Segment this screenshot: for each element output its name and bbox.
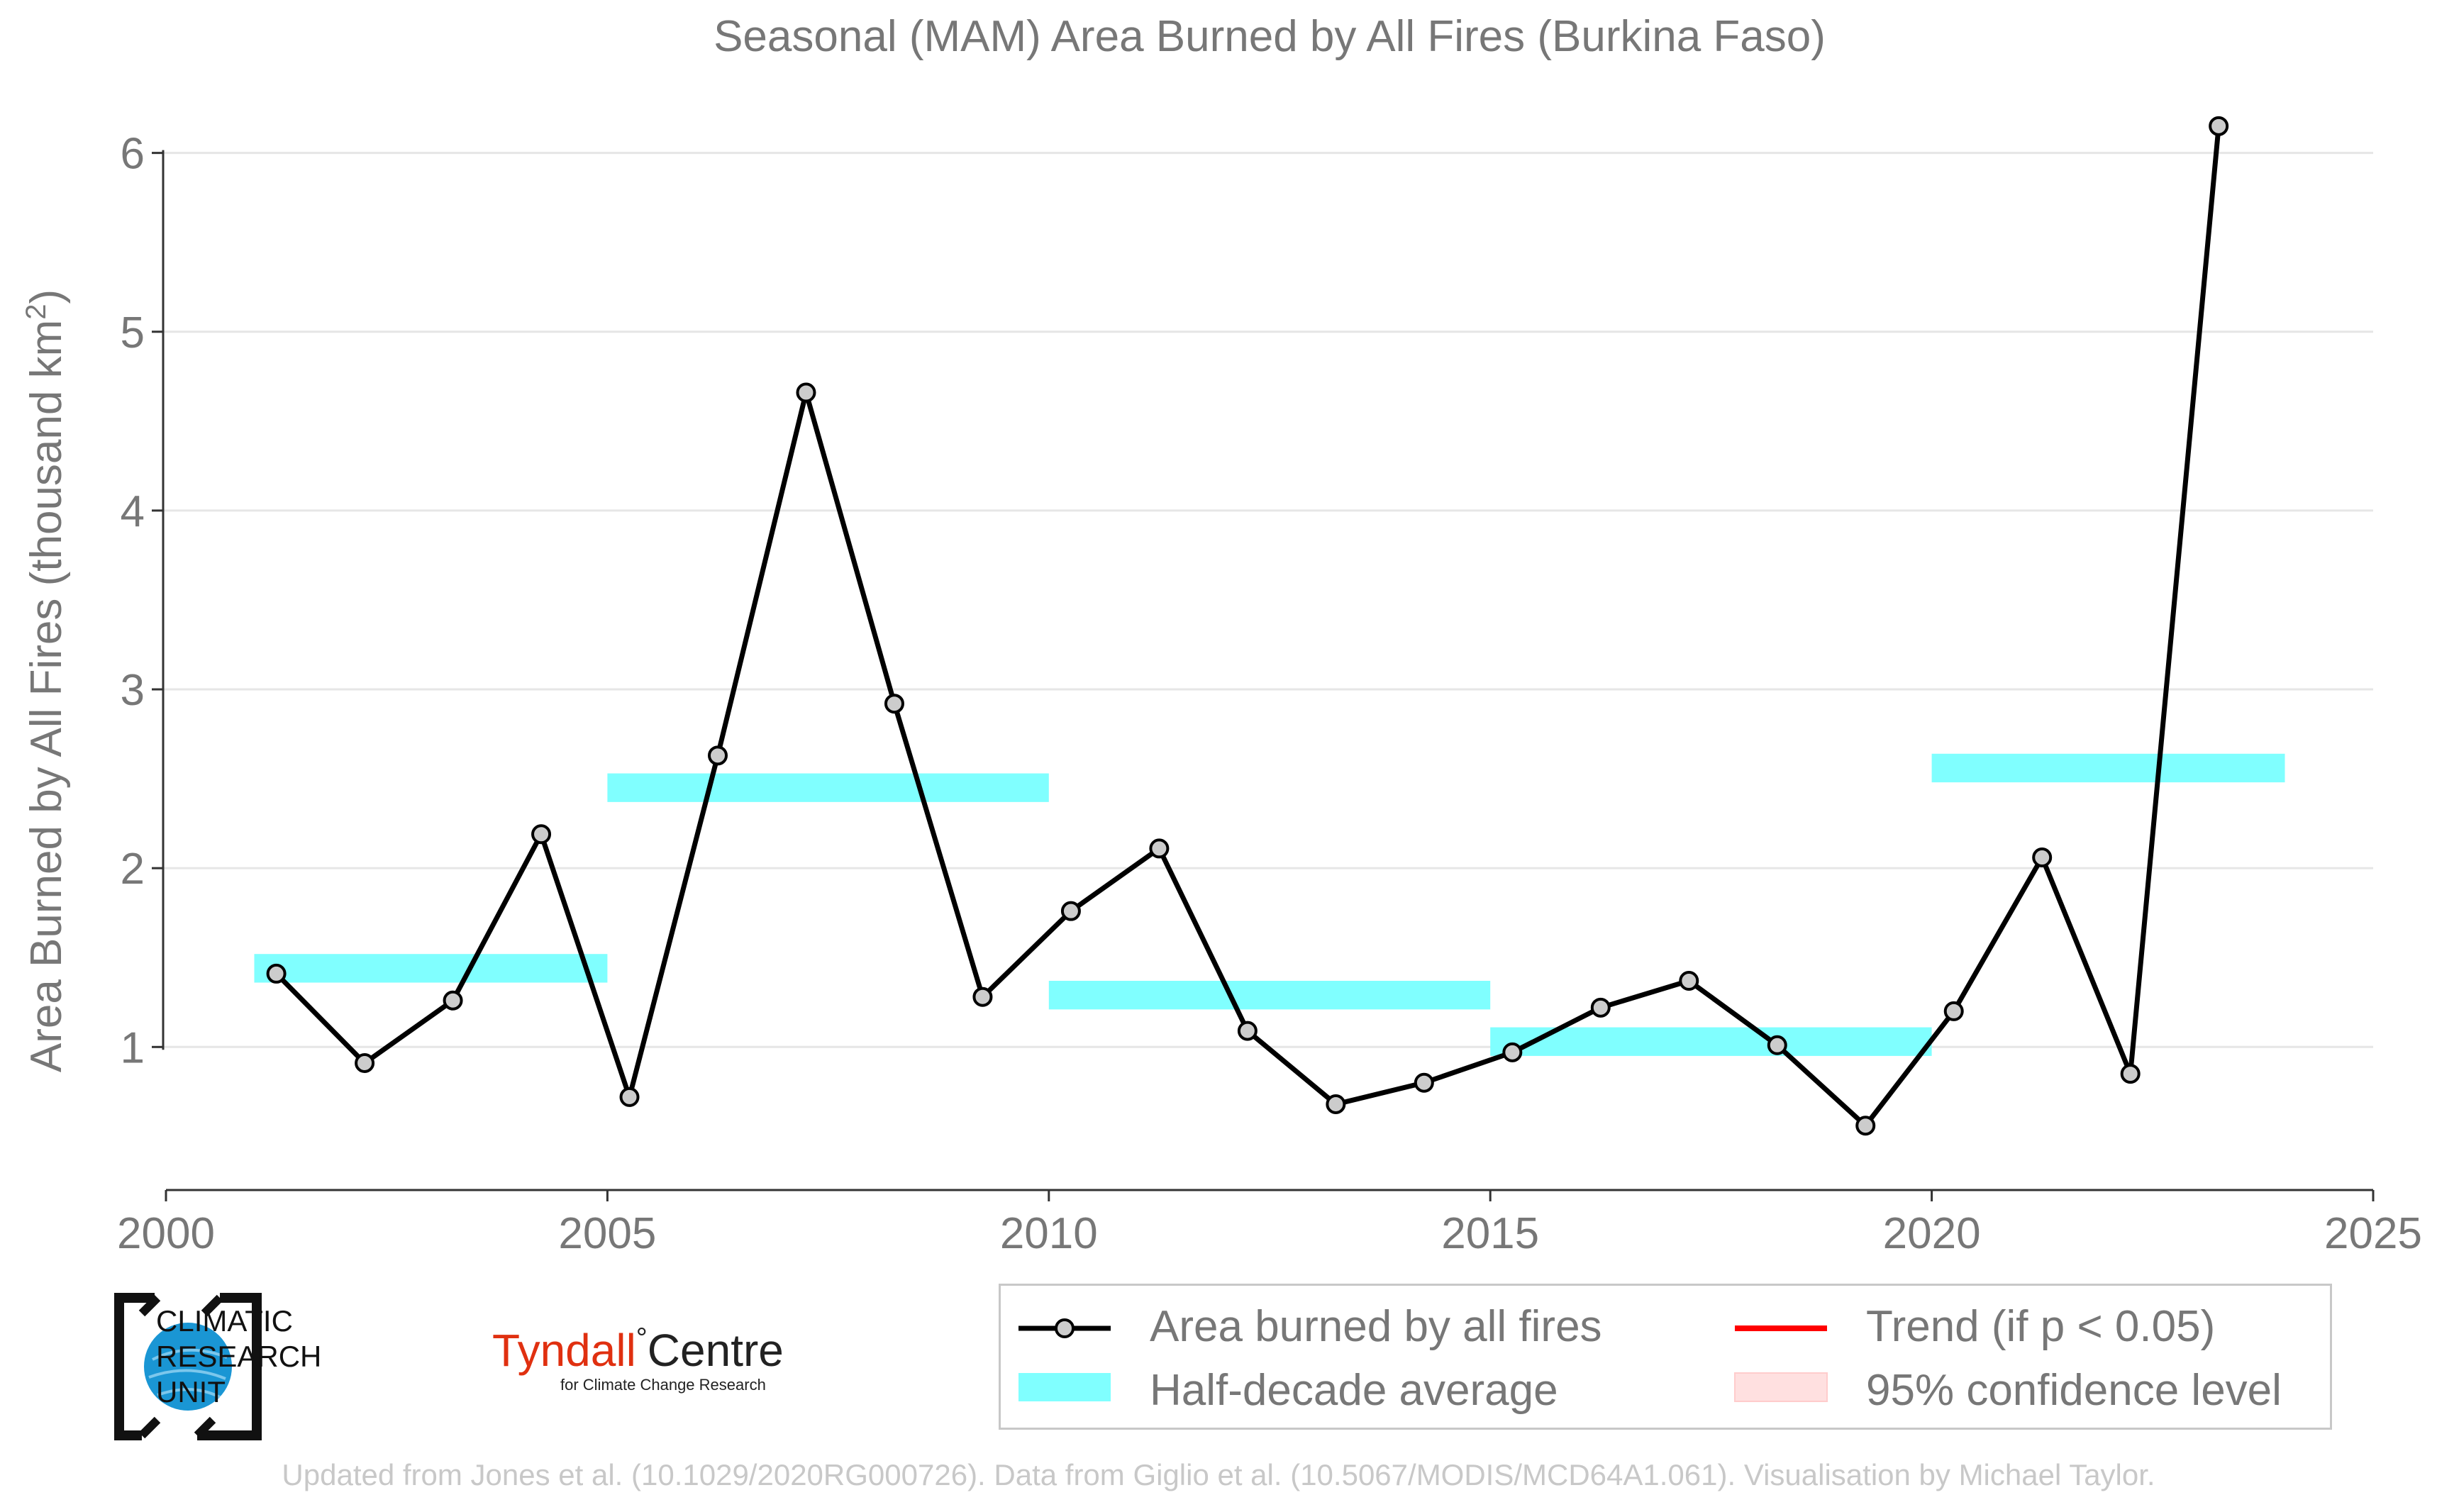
half-decade-bar-4 xyxy=(1490,1027,1932,1056)
half-decade-bar-2 xyxy=(607,773,1049,802)
data-point-2014 xyxy=(1414,1072,1434,1093)
data-point-2017 xyxy=(1679,971,1699,991)
cru-line-3: UNIT xyxy=(156,1375,226,1408)
x-tick-label-2005: 2005 xyxy=(558,1209,656,1258)
half-decade-bar-5 xyxy=(1931,753,2285,783)
series-points xyxy=(266,116,2229,1136)
grid-lines xyxy=(157,152,2373,1048)
data-point-2001 xyxy=(266,963,287,984)
data-point-2012 xyxy=(1237,1021,1258,1041)
data-point-2010 xyxy=(1060,901,1081,921)
data-point-2013 xyxy=(1326,1094,1346,1114)
y-tick-label-1: 1 xyxy=(121,1023,145,1072)
cru-logo xyxy=(114,1293,262,1440)
data-point-2021 xyxy=(2032,847,2053,868)
half-decade-bar-1 xyxy=(254,954,608,983)
data-point-2003 xyxy=(443,990,463,1011)
half-decade-bar-3 xyxy=(1048,981,1491,1010)
tyndall-centre: Centre xyxy=(647,1325,784,1376)
y-tick-label-6: 6 xyxy=(121,130,145,179)
data-point-2018 xyxy=(1767,1035,1787,1055)
legend-line-marker-icon xyxy=(1018,1318,1111,1338)
legend-label-area: Area burned by all fires xyxy=(1150,1302,1602,1351)
chart-title: Seasonal (MAM) Area Burned by All Fires … xyxy=(714,12,1826,61)
half-decade-bands xyxy=(254,753,2285,1056)
legend-label-confidence: 95% confidence level xyxy=(1866,1366,2282,1415)
axes: 1 2 3 4 5 6 2000 2005 2010 2015 2020 2025 xyxy=(117,130,2422,1258)
data-point-2007 xyxy=(796,382,816,403)
tyndall-subtitle: for Climate Change Research xyxy=(560,1376,766,1394)
cru-line-2: RESEARCH xyxy=(156,1340,322,1373)
data-point-2008 xyxy=(884,694,904,714)
cru-logo-text: CLIMATIC RESEARCH UNIT xyxy=(156,1303,321,1410)
footer-credits: Updated from Jones et al. (10.1029/2020R… xyxy=(282,1458,2155,1491)
x-tick-label-2025: 2025 xyxy=(2324,1209,2422,1258)
data-point-2019 xyxy=(1855,1116,1876,1136)
data-point-2005 xyxy=(619,1086,640,1107)
legend-label-half-decade: Half-decade average xyxy=(1150,1366,1558,1415)
data-point-2022 xyxy=(2120,1064,2141,1084)
data-point-2004 xyxy=(531,824,552,845)
data-point-2015 xyxy=(1502,1042,1523,1062)
cru-line-1: CLIMATIC xyxy=(156,1304,293,1338)
x-tick-label-2000: 2000 xyxy=(117,1209,215,1258)
data-point-2009 xyxy=(972,986,993,1007)
legend: Area burned by all fires Trend (if p < 0… xyxy=(999,1284,2332,1430)
y-tick-label-2: 2 xyxy=(121,845,145,894)
legend-confidence-icon xyxy=(1734,1372,1828,1402)
data-point-2020 xyxy=(1943,1001,1964,1021)
data-point-2016 xyxy=(1590,997,1611,1018)
legend-trend-icon xyxy=(1735,1325,1827,1331)
y-axis-label: Area Burned by All Fires (thousand km2) xyxy=(21,289,71,1072)
x-tick-label-2020: 2020 xyxy=(1883,1209,1981,1258)
legend-label-trend: Trend (if p < 0.05) xyxy=(1866,1302,2216,1351)
tyndall-logo: Tyndall°Centre xyxy=(492,1323,784,1376)
data-point-2011 xyxy=(1149,838,1170,859)
y-tick-label-3: 3 xyxy=(121,666,145,715)
data-point-2006 xyxy=(708,745,728,766)
data-point-2002 xyxy=(355,1052,375,1073)
x-tick-label-2010: 2010 xyxy=(1000,1209,1098,1258)
x-tick-label-2015: 2015 xyxy=(1441,1209,1539,1258)
y-tick-label-4: 4 xyxy=(121,487,145,536)
y-tick-label-5: 5 xyxy=(121,308,145,357)
legend-half-decade-icon xyxy=(1018,1373,1111,1401)
tyndall-name: Tyndall xyxy=(492,1325,636,1376)
data-point-2023 xyxy=(2209,116,2229,136)
